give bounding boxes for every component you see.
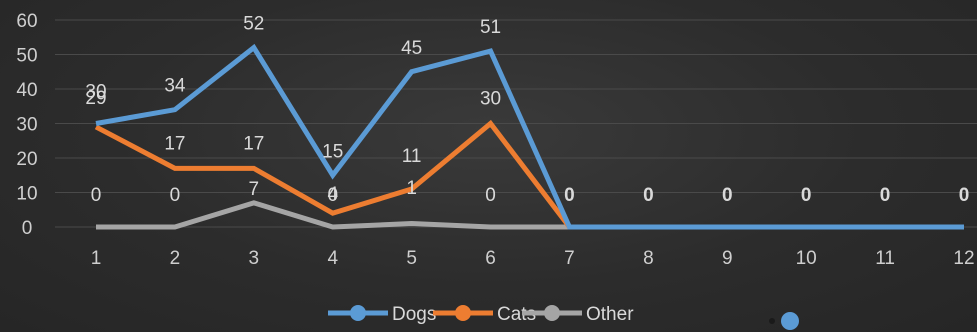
legend-label-cats: Cats bbox=[497, 304, 536, 325]
data-label-dogs-4: 15 bbox=[322, 141, 343, 162]
data-label-cats-3: 17 bbox=[243, 133, 264, 154]
x-axis-ticks: 1 2 3 4 5 6 7 8 9 10 11 12 bbox=[91, 248, 975, 269]
y-tick-label-60: 60 bbox=[16, 11, 37, 32]
gridlines bbox=[55, 19, 977, 228]
stray-marker bbox=[781, 312, 799, 330]
y-axis-ticks: 0 10 20 30 40 50 60 bbox=[16, 11, 37, 239]
data-label-other-2: 0 bbox=[170, 185, 181, 206]
data-label-cats-2: 17 bbox=[164, 133, 185, 154]
data-label-dogs-9: 0 bbox=[722, 185, 733, 206]
data-label-dogs-8: 0 bbox=[643, 185, 654, 206]
x-tick-label-2: 2 bbox=[170, 248, 181, 269]
data-labels: 30 34 52 15 45 51 0 0 0 0 0 0 29 17 17 4 11 30 0 0 7 0 1 0 bbox=[85, 14, 969, 206]
data-label-dogs-10: 0 bbox=[801, 185, 812, 206]
data-label-other-5: 1 bbox=[406, 178, 417, 199]
data-label-dogs-11: 0 bbox=[880, 185, 891, 206]
y-tick-label-10: 10 bbox=[16, 184, 37, 205]
data-label-dogs-5: 45 bbox=[401, 38, 422, 59]
data-label-cats-4: 4 bbox=[327, 184, 338, 205]
legend-marker-other bbox=[544, 305, 560, 321]
legend-marker-dogs bbox=[350, 305, 366, 321]
x-tick-label-1: 1 bbox=[91, 248, 102, 269]
data-label-other-4: 0 bbox=[327, 185, 338, 206]
y-tick-label-20: 20 bbox=[16, 149, 37, 170]
x-tick-label-5: 5 bbox=[406, 248, 417, 269]
stray-marker-shadow bbox=[769, 318, 775, 324]
data-label-cats-1: 29 bbox=[85, 88, 106, 109]
x-tick-label-6: 6 bbox=[485, 248, 496, 269]
x-tick-label-7: 7 bbox=[564, 248, 575, 269]
data-label-other-6: 0 bbox=[485, 185, 496, 206]
x-tick-label-3: 3 bbox=[249, 248, 260, 269]
legend-marker-cats bbox=[455, 305, 471, 321]
x-tick-label-9: 9 bbox=[722, 248, 733, 269]
x-tick-label-11: 11 bbox=[875, 248, 895, 269]
series-line-dogs bbox=[95, 43, 964, 230]
legend-label-other: Other bbox=[586, 304, 634, 325]
x-tick-label-4: 4 bbox=[327, 248, 338, 269]
series-line-other bbox=[96, 200, 964, 230]
data-label-cats-6: 30 bbox=[480, 89, 501, 110]
data-label-other-1: 0 bbox=[91, 185, 102, 206]
data-label-other-3: 7 bbox=[249, 179, 260, 200]
y-tick-label-50: 50 bbox=[16, 46, 37, 67]
y-tick-label-30: 30 bbox=[16, 115, 37, 136]
data-label-dogs-7: 0 bbox=[564, 185, 575, 206]
y-tick-label-0: 0 bbox=[22, 218, 33, 239]
data-label-dogs-2: 34 bbox=[164, 76, 186, 97]
legend-label-dogs: Dogs bbox=[392, 304, 436, 325]
data-label-dogs-12: 0 bbox=[959, 185, 970, 206]
series-lines bbox=[94, 43, 964, 230]
data-label-cats-5: 11 bbox=[402, 146, 422, 167]
data-label-dogs-3: 52 bbox=[243, 14, 264, 35]
data-label-dogs-1: 30 bbox=[85, 82, 106, 103]
y-tick-label-40: 40 bbox=[16, 80, 37, 101]
legend: Dogs Cats Other bbox=[328, 304, 799, 330]
x-tick-label-8: 8 bbox=[643, 248, 654, 269]
x-tick-label-10: 10 bbox=[796, 248, 817, 269]
data-label-dogs-6: 51 bbox=[480, 17, 501, 38]
x-tick-label-12: 12 bbox=[953, 248, 974, 269]
